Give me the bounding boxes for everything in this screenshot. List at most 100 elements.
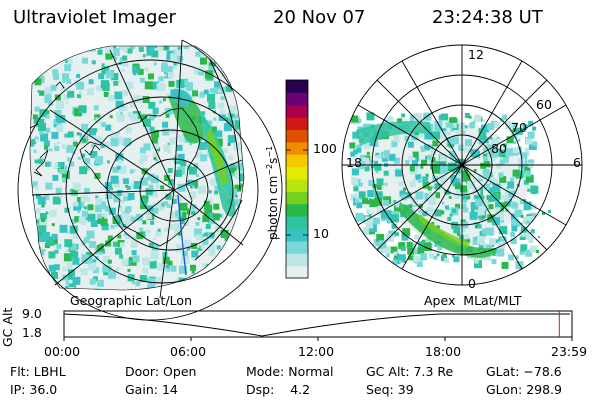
altitude-plot — [63, 310, 573, 341]
image-pixel — [518, 150, 522, 155]
image-pixel — [474, 114, 481, 122]
image-pixel — [496, 136, 500, 140]
image-pixel — [385, 233, 394, 242]
image-pixel — [197, 278, 202, 283]
image-pixel — [491, 259, 497, 264]
image-pixel — [145, 124, 153, 132]
image-pixel — [356, 144, 362, 150]
image-pixel — [67, 90, 75, 98]
image-pixel — [109, 115, 113, 119]
image-pixel — [434, 183, 441, 190]
colorbar-band — [286, 253, 308, 267]
image-pixel — [84, 255, 93, 264]
image-pixel — [153, 46, 158, 49]
image-pixel — [67, 262, 73, 269]
image-pixel — [447, 131, 451, 136]
image-pixel — [77, 199, 81, 203]
colorbar-band — [286, 216, 308, 230]
image-pixel — [451, 221, 459, 229]
image-pixel — [190, 180, 199, 189]
image-pixel — [198, 69, 205, 76]
time-tick-0: 00:00 — [44, 344, 81, 359]
image-pixel — [47, 47, 56, 55]
mlat-label-60: 60 — [536, 97, 552, 112]
image-pixel — [231, 170, 238, 177]
image-pixel — [452, 208, 457, 213]
image-pixel — [131, 250, 137, 256]
image-pixel — [504, 200, 511, 207]
image-pixel — [35, 69, 41, 75]
image-pixel — [117, 206, 123, 212]
image-pixel — [121, 210, 129, 219]
image-pixel — [502, 143, 507, 148]
image-pixel — [475, 198, 484, 207]
image-pixel — [189, 206, 198, 215]
image-pixel — [502, 157, 509, 164]
image-pixel — [174, 223, 182, 230]
image-pixel — [480, 162, 487, 169]
image-pixel — [230, 47, 237, 54]
image-pixel — [190, 280, 198, 288]
image-pixel — [426, 207, 434, 215]
image-pixel — [441, 201, 445, 205]
image-pixel — [152, 202, 156, 206]
image-pixel — [104, 205, 111, 212]
image-pixel — [72, 233, 78, 239]
image-pixel — [123, 232, 127, 236]
image-pixel — [195, 51, 201, 57]
image-pixel — [30, 196, 32, 200]
image-pixel — [373, 239, 381, 247]
image-pixel — [125, 206, 132, 213]
image-pixel — [83, 237, 90, 244]
image-pixel — [224, 235, 230, 241]
image-pixel — [241, 183, 244, 188]
image-pixel — [220, 230, 229, 238]
image-pixel — [363, 227, 372, 236]
image-pixel — [66, 144, 75, 153]
image-pixel — [353, 261, 358, 265]
image-pixel — [488, 238, 496, 245]
image-pixel — [376, 233, 385, 242]
image-pixel — [216, 245, 221, 250]
image-pixel — [105, 46, 114, 54]
image-pixel — [245, 157, 253, 165]
image-pixel — [495, 201, 501, 208]
image-pixel — [412, 151, 419, 158]
image-pixel — [138, 46, 144, 52]
image-pixel — [512, 169, 520, 177]
image-pixel — [41, 232, 50, 240]
image-pixel — [90, 151, 98, 159]
image-pixel — [492, 252, 496, 256]
image-pixel — [174, 46, 183, 55]
image-pixel — [238, 285, 244, 290]
image-pixel — [146, 229, 151, 234]
time-tick-2: 12:00 — [298, 344, 335, 359]
image-pixel — [120, 171, 124, 175]
image-pixel — [107, 270, 116, 279]
image-pixel — [208, 190, 212, 194]
image-pixel — [218, 89, 222, 93]
colorbar-band — [286, 80, 308, 93]
image-pixel — [57, 115, 66, 123]
image-pixel — [243, 63, 244, 71]
image-pixel — [34, 185, 39, 190]
image-pixel — [350, 193, 358, 201]
image-pixel — [113, 132, 120, 139]
image-pixel — [62, 266, 68, 272]
image-pixel — [519, 229, 527, 237]
image-pixel — [76, 81, 85, 90]
image-pixel — [163, 201, 169, 206]
image-pixel — [393, 157, 400, 164]
image-pixel — [514, 209, 523, 218]
image-pixel — [487, 123, 495, 131]
image-pixel — [140, 198, 148, 206]
mlt-label-6: 6 — [573, 155, 581, 170]
image-pixel — [353, 202, 356, 206]
image-pixel — [482, 199, 491, 208]
image-pixel — [439, 175, 447, 183]
image-pixel — [130, 216, 136, 222]
image-pixel — [43, 140, 50, 147]
image-pixel — [65, 58, 73, 66]
image-pixel — [223, 263, 232, 272]
image-pixel — [490, 228, 494, 231]
